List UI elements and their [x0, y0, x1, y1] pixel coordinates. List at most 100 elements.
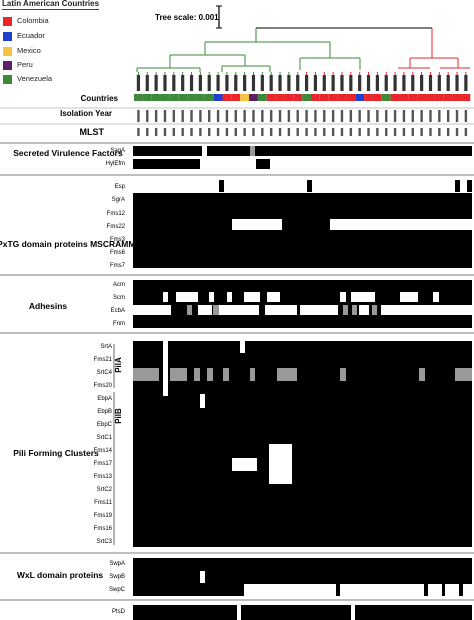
country-cell	[142, 94, 152, 101]
absent-cell	[351, 605, 355, 620]
absent-cell	[269, 444, 292, 484]
tree-branch-green-3	[169, 54, 246, 68]
gene-label-fms6: Fms6	[110, 250, 126, 256]
gene-label-fms12: Fms12	[107, 211, 126, 217]
gene-label-fnm: Fnm	[113, 321, 125, 327]
gene-label-fms7: Fms7	[110, 263, 126, 269]
strain-id-mark	[322, 75, 326, 91]
gene-band-adhesins	[133, 280, 472, 328]
mlst-mark	[367, 128, 370, 136]
gene-label-fms19: Fms19	[94, 513, 113, 519]
section-title-secreted: Secreted Virulence Factors	[13, 148, 123, 158]
absent-cell	[330, 219, 472, 230]
year-mark	[261, 110, 264, 122]
present-cell	[307, 180, 312, 192]
legend-item-colombia: Colombia	[3, 16, 49, 26]
country-cell	[302, 94, 311, 101]
year-mark	[208, 110, 211, 122]
mlst-mark	[287, 128, 291, 136]
gene-row-esp: Esp	[115, 180, 472, 192]
partial-cell	[455, 368, 472, 381]
partial-cell	[223, 368, 229, 381]
mlst-mark	[181, 128, 184, 136]
partial-cell	[352, 305, 357, 315]
mlst-mark	[393, 128, 397, 136]
mlst-mark	[358, 128, 361, 136]
row-header-isolation-year: Isolation Year	[60, 109, 112, 118]
legend-swatch-venezuela	[3, 74, 12, 84]
strain-id-mark	[384, 75, 388, 91]
gene-label-srtc1: SrtC1	[97, 435, 113, 441]
gene-band-ptsd	[133, 605, 472, 620]
mlst-mark	[411, 128, 414, 136]
mlst-mark	[199, 128, 202, 136]
strain-id-mark	[181, 75, 185, 91]
subgroup-label-pila: PilA	[114, 357, 123, 373]
partial-cell	[133, 368, 159, 381]
strain-id-mark	[455, 75, 459, 91]
partial-cell	[419, 368, 425, 381]
mlst-mark	[234, 128, 237, 136]
country-cell	[426, 94, 435, 101]
absent-cell	[240, 341, 245, 353]
gene-label-hylefm: HylEfm	[106, 161, 125, 167]
absent-cell	[227, 292, 232, 302]
gene-label-ecba: EcbA	[111, 308, 125, 314]
year-mark	[146, 110, 149, 122]
mlst-mark	[146, 128, 149, 136]
gene-label-sgra: SgrA	[112, 197, 125, 203]
mlst-mark	[385, 128, 388, 136]
mlst-mark	[278, 128, 282, 136]
legend-label: Colombia	[17, 16, 49, 25]
year-mark	[163, 110, 167, 122]
absent-cell	[200, 394, 205, 408]
gene-label-srtc3: SrtC3	[97, 539, 113, 545]
absent-cell	[340, 584, 424, 596]
strain-id-mark	[358, 75, 362, 91]
present-cell	[455, 180, 460, 192]
absent-cell	[244, 292, 260, 302]
present-cell	[219, 180, 224, 192]
partial-cell	[372, 305, 377, 315]
absent-cell	[340, 292, 346, 302]
country-cell	[178, 94, 188, 101]
mlst-row	[137, 128, 468, 136]
year-mark	[287, 110, 291, 122]
absent-cell	[381, 305, 472, 315]
year-mark	[349, 110, 353, 122]
strain-id-mark	[393, 75, 397, 91]
section-title-adhesins: Adhesins	[29, 301, 68, 311]
gene-label-fms22: Fms22	[107, 224, 126, 230]
partial-cell	[250, 368, 255, 381]
year-mark	[314, 110, 317, 122]
mlst-mark	[261, 128, 264, 136]
section-title-pili: Pili Forming Clusters	[13, 448, 99, 458]
strain-id-mark	[216, 75, 220, 91]
year-mark	[243, 110, 246, 122]
strain-id-mark	[278, 75, 282, 91]
strain-id-mark	[154, 75, 158, 91]
year-mark	[137, 110, 140, 122]
gene-label-srtc4: SrtC4	[97, 370, 113, 376]
year-mark	[190, 110, 193, 122]
gene-band-saga	[133, 146, 472, 156]
legend-label: Venezuela	[17, 74, 53, 83]
gene-label-srta: SrtA	[100, 344, 112, 350]
year-mark	[305, 110, 308, 122]
gene-label-saga: SagA	[110, 148, 125, 154]
section-title-lpxtg: LPxTG domain proteins MSCRAMMs	[0, 239, 140, 249]
mlst-mark	[340, 128, 344, 136]
gene-row-sgra: SgrA	[112, 193, 472, 268]
mlst-mark	[225, 128, 229, 136]
absent-cell	[163, 292, 168, 302]
year-mark	[199, 110, 202, 122]
year-mark	[376, 110, 379, 122]
legend-label: Ecuador	[17, 31, 45, 40]
tree-branch-green-2	[204, 42, 331, 58]
absent-cell	[351, 292, 375, 302]
absent-cell	[209, 292, 214, 302]
absent-cell	[445, 584, 459, 596]
year-mark	[429, 110, 432, 122]
tree-branch-green-4	[136, 67, 201, 72]
